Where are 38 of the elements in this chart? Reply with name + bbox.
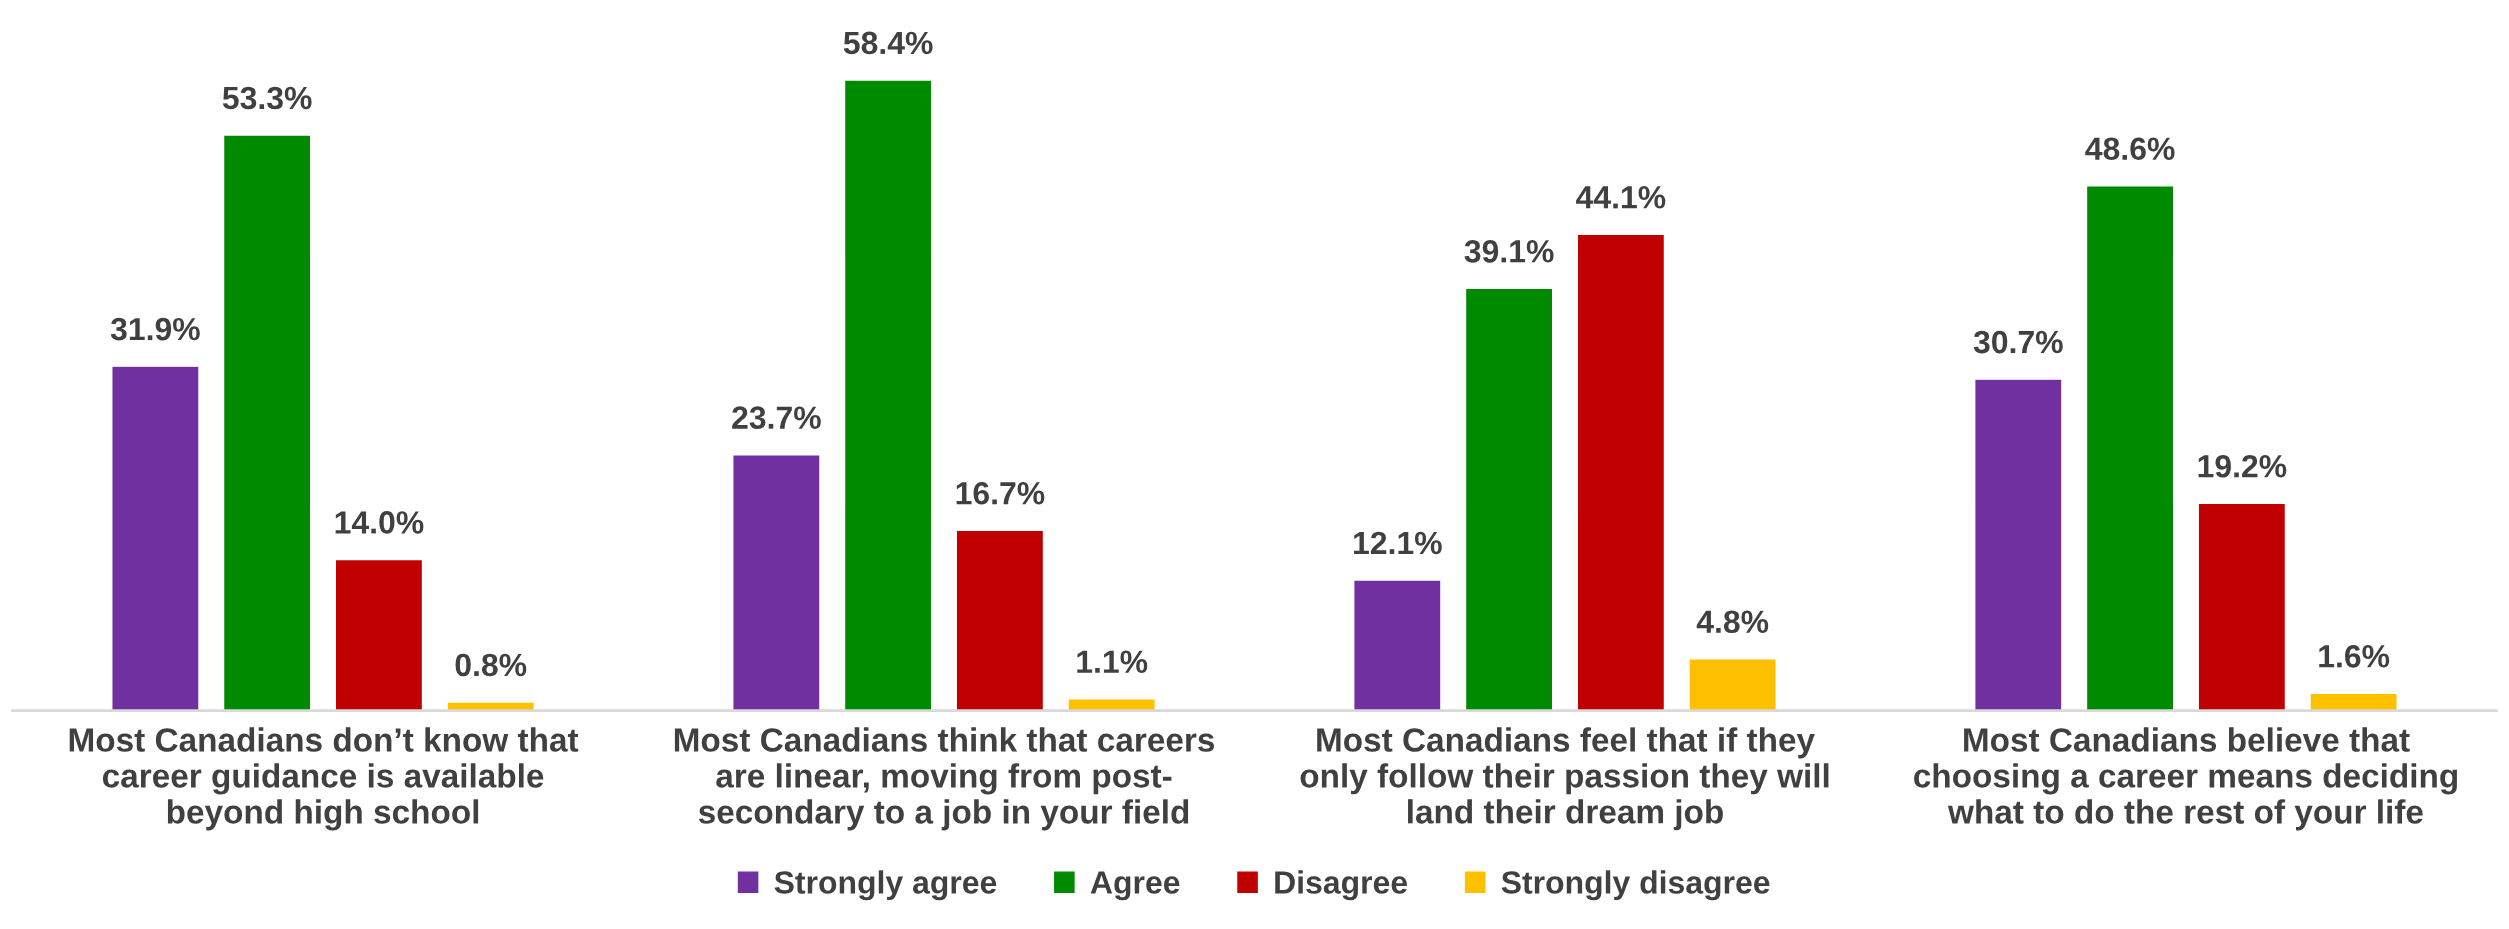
x-tick-label: Most Canadians believe that choosing a career means deciding what to do the rest of your life [1914,727,2457,831]
data-label: 23.7% [732,406,821,430]
data-label: 31.9% [110,317,200,341]
bar [2197,502,2287,711]
data-label: 0.8% [455,653,527,677]
x-tick-label: Most Canadians feel that if they only follow their passion they will land their dream job [1300,727,1829,831]
data-label: 14.0% [335,511,424,534]
legend-label: Disagree [1275,870,1407,901]
x-tick-label: Most Canadians think that careers are linear, moving from post- secondary to a job in your field [674,727,1215,831]
data-label: 1.1% [1077,650,1148,673]
bar [334,558,424,711]
bar [222,134,312,711]
bar [732,454,821,711]
bar [111,365,200,711]
data-label: 19.2% [2198,454,2287,478]
data-label: 44.1% [1576,186,1666,209]
bar [1464,287,1554,711]
data-label: 30.7% [1973,330,2063,354]
data-label: 48.6% [2085,137,2175,161]
data-label: 12.1% [1354,531,1442,555]
x-tick-label: Most Canadians don’t know that career guidance is available beyond high school [69,727,579,831]
data-label: 58.4% [843,31,933,55]
legend-label: Strongly agree [774,870,997,901]
bar [1576,233,1666,711]
legend-label: Agree [1090,871,1180,901]
bar [1974,378,2063,711]
data-label: 4.8% [1696,610,1769,634]
data-label: 16.7% [956,481,1045,505]
bar [1688,658,1777,711]
bar [955,529,1045,711]
bar [2085,185,2175,711]
data-label: 53.3% [222,86,312,110]
bar [843,79,933,711]
data-label: 39.1% [1464,240,1554,263]
data-label: 1.6% [2319,645,2390,668]
bar [2309,692,2398,711]
bar [1353,579,1442,711]
legend-label: Strongly disagree [1501,870,1770,901]
